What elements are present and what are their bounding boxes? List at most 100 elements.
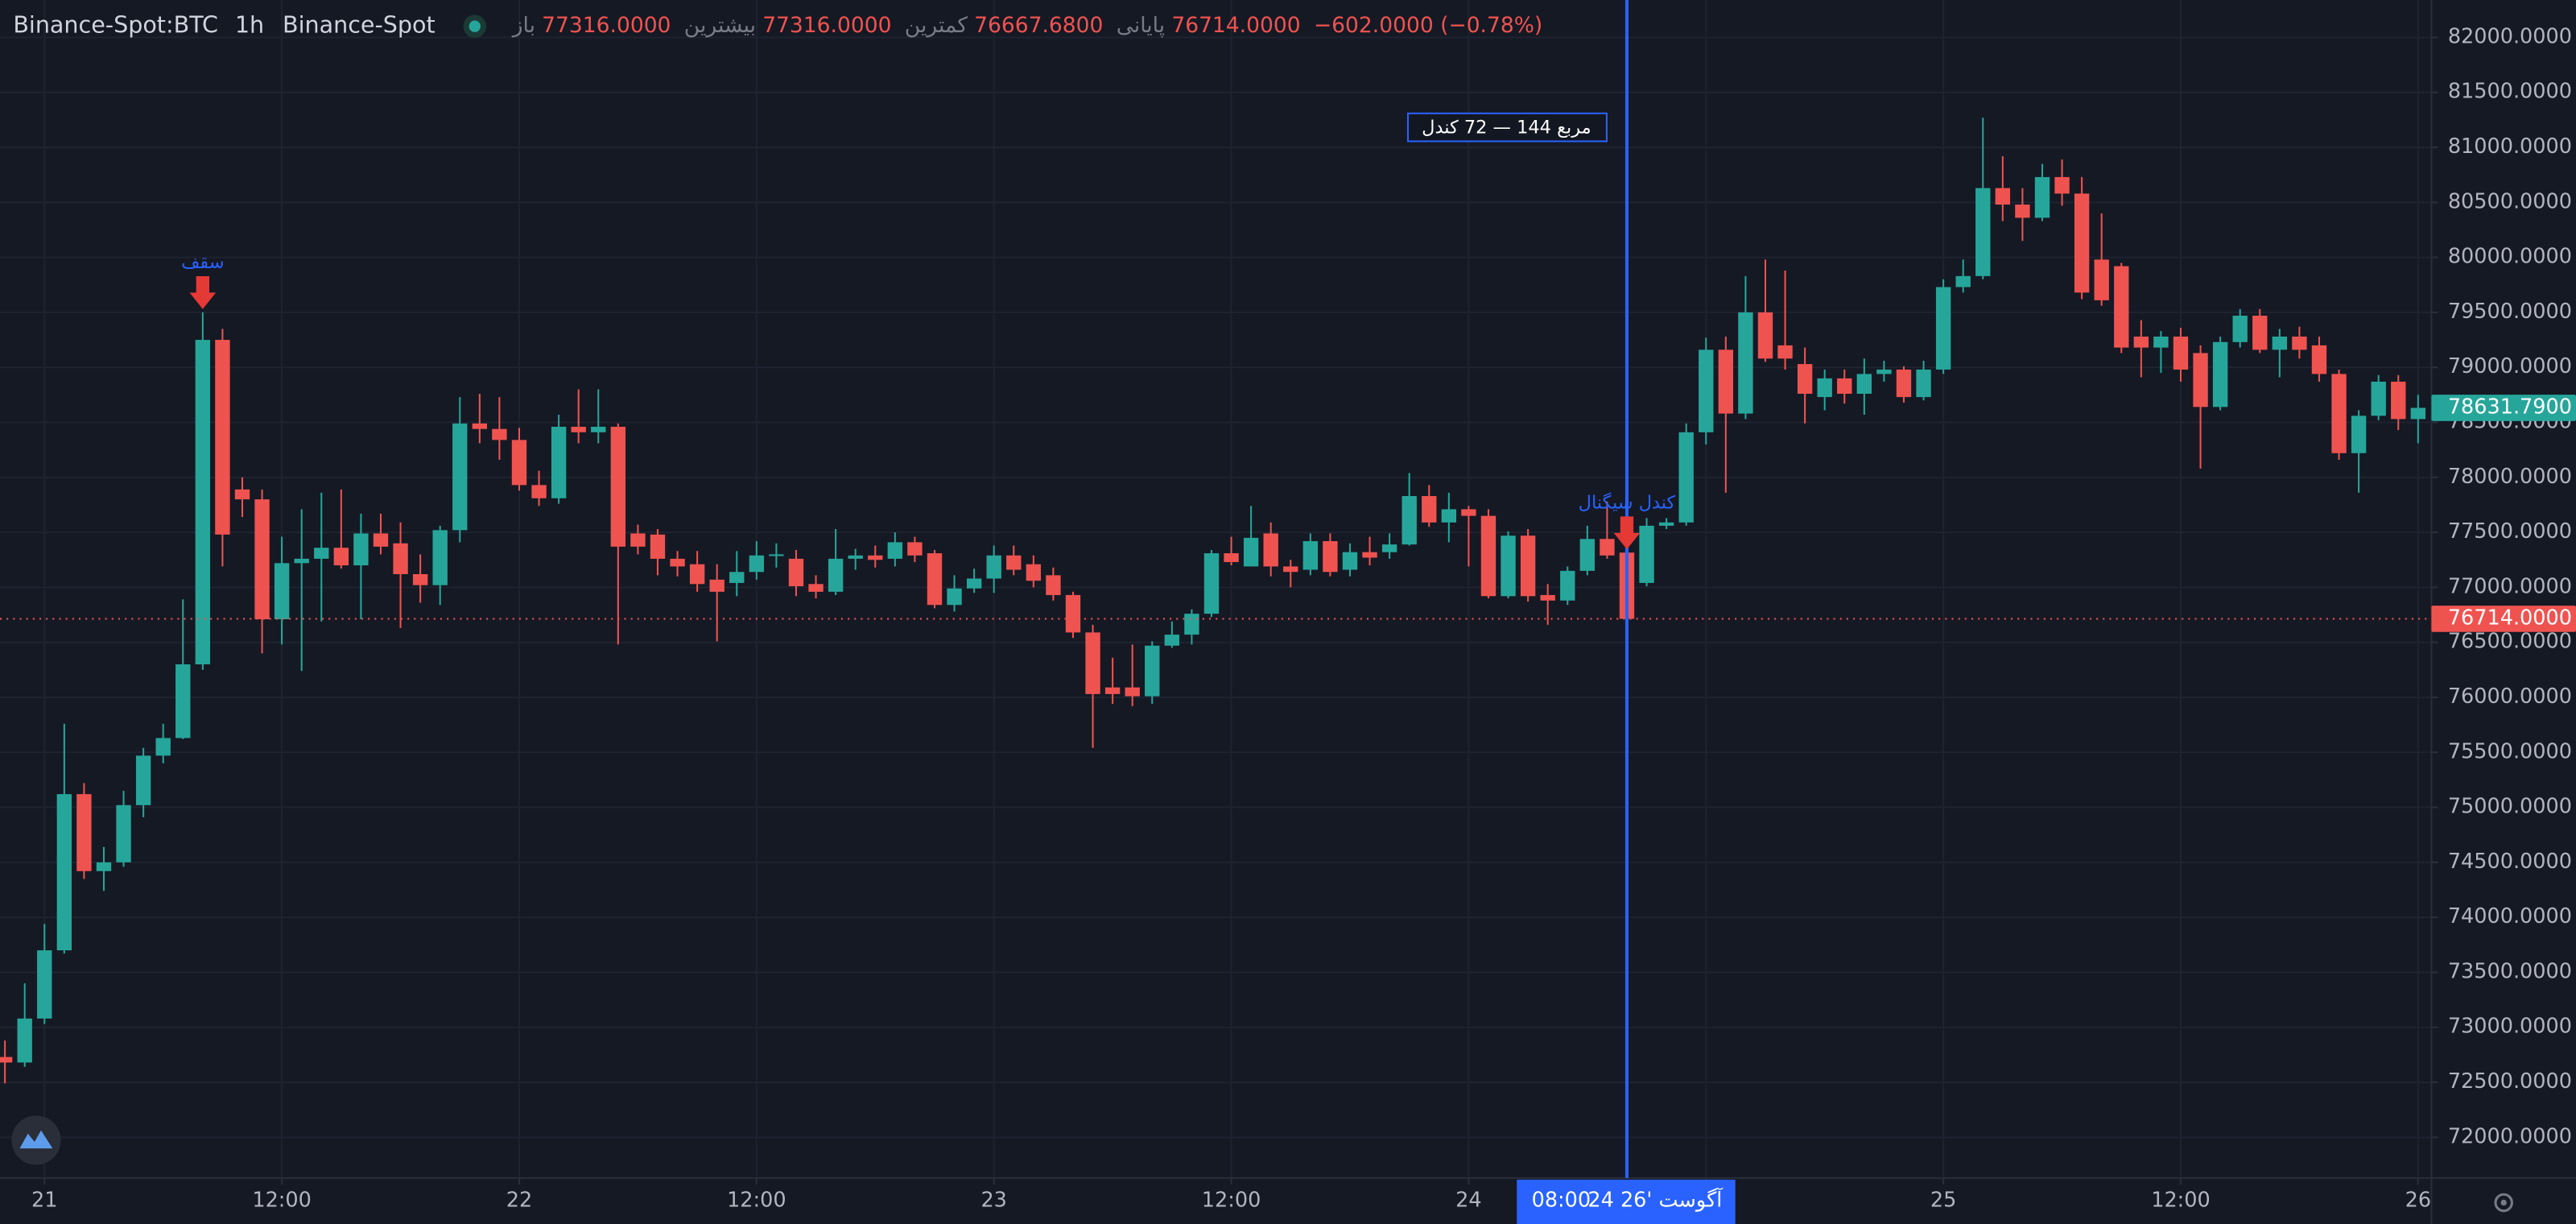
candle — [393, 522, 408, 628]
y-tick-label: 74500.0000 — [2448, 850, 2572, 874]
candle — [769, 543, 784, 568]
y-tick-label: 72000.0000 — [2448, 1124, 2572, 1148]
candle — [76, 783, 92, 879]
candle — [1501, 531, 1516, 599]
candle-body — [2212, 341, 2228, 407]
ohlc-label: بیشترین — [684, 13, 756, 38]
candle — [1006, 545, 1022, 576]
candle-body — [1837, 378, 1852, 394]
candle — [1046, 567, 1061, 601]
candle — [1085, 624, 1100, 748]
y-tick-label: 75500.0000 — [2448, 739, 2572, 763]
candle — [709, 564, 724, 642]
y-tick-label: 72500.0000 — [2448, 1069, 2572, 1094]
candle — [96, 846, 112, 891]
candle — [1323, 533, 1338, 577]
exchange[interactable]: Binance-Spot — [283, 11, 436, 39]
candle-body — [1203, 553, 1220, 614]
candle — [2371, 374, 2386, 420]
candle — [1480, 509, 1496, 599]
candle — [1699, 337, 1714, 445]
y-tick-label: 75000.0000 — [2448, 795, 2572, 819]
candle-body — [1026, 564, 1042, 581]
candle-body — [2272, 336, 2288, 350]
candle-body — [2153, 336, 2169, 348]
settings-icon[interactable] — [2494, 1193, 2513, 1213]
candle-body — [1104, 687, 1121, 694]
candle-body — [314, 548, 329, 559]
candle — [2252, 308, 2268, 354]
candle — [1203, 549, 1220, 618]
signal-label: کندل سیگنال — [1579, 492, 1676, 514]
candle-body — [1935, 287, 1951, 370]
candle-body — [1501, 536, 1516, 597]
logo[interactable] — [11, 1115, 61, 1165]
candle-body — [333, 548, 349, 566]
candle — [1678, 423, 1694, 526]
candle — [986, 545, 1001, 593]
candle — [314, 492, 329, 622]
x-tick-label: 25 — [1930, 1188, 1956, 1212]
candle — [610, 423, 626, 645]
interval[interactable]: 1h — [235, 11, 264, 39]
candle — [1916, 361, 1931, 401]
candle-body — [2054, 176, 2070, 194]
candle — [2212, 336, 2228, 411]
candle-body — [353, 533, 369, 566]
candle — [215, 329, 230, 567]
candle — [788, 549, 804, 597]
candle-body — [1757, 312, 1773, 359]
candle-body — [1381, 544, 1397, 552]
settings[interactable] — [2494, 1193, 2513, 1213]
grid — [0, 0, 2432, 1178]
candle-body — [1995, 188, 2011, 205]
candle-body — [1085, 632, 1100, 694]
y-tick-label: 79500.0000 — [2448, 300, 2572, 324]
candle — [294, 509, 309, 672]
time-axis-panel — [0, 1177, 2432, 1224]
candle — [155, 723, 171, 763]
candle-body — [769, 554, 784, 556]
candle-body — [2391, 381, 2406, 420]
candle-body — [1658, 522, 1674, 526]
candle-body — [2252, 316, 2268, 350]
candle-body — [2232, 316, 2248, 342]
candle — [1302, 533, 1319, 576]
x-tick-label: 12:00 — [727, 1188, 786, 1212]
settings-center[interactable] — [2500, 1199, 2507, 1206]
candle-body — [1856, 374, 1872, 394]
candle-body — [966, 578, 982, 589]
candle — [1639, 518, 1654, 587]
candle — [2133, 320, 2149, 378]
candle — [1975, 118, 1991, 279]
candle-body — [749, 555, 765, 573]
candle-body — [1579, 539, 1596, 571]
candle — [1145, 641, 1160, 705]
candle — [1263, 522, 1278, 577]
candle-body — [808, 584, 824, 592]
candle — [1896, 366, 1912, 403]
candle-body — [2034, 176, 2050, 218]
candle — [1738, 275, 1753, 420]
candle-body — [1006, 555, 1022, 570]
candle-body — [1916, 369, 1931, 398]
candle-body — [610, 426, 626, 547]
candle — [1540, 584, 1555, 625]
y-tick-label: 81500.0000 — [2448, 80, 2572, 104]
candle — [1026, 555, 1042, 588]
candle — [828, 528, 844, 595]
candle-body — [393, 543, 408, 574]
candle-body — [531, 485, 547, 498]
logo-icon[interactable] — [19, 1130, 53, 1149]
candle — [2034, 163, 2050, 221]
candle — [848, 548, 863, 570]
candle — [1104, 657, 1121, 705]
candle — [2173, 328, 2189, 382]
box-annotation: مربع 144 — 72 کندل — [1406, 112, 1608, 143]
symbol[interactable]: Binance-Spot:BTC — [13, 11, 218, 39]
candle-body — [2371, 381, 2386, 416]
ohlc-value: 77316.0000 — [542, 13, 671, 38]
candle-body — [729, 572, 745, 583]
